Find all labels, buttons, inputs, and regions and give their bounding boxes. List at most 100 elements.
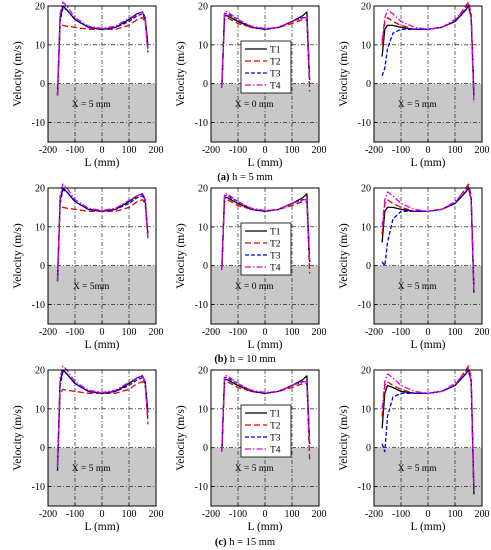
caption-c-letter: (c) xyxy=(215,537,227,548)
caption-c: (c) h = 15 mm xyxy=(215,537,275,548)
y-tick-label: -10 xyxy=(358,300,371,311)
y-axis-title: Velocity (m/s) xyxy=(12,41,24,107)
y-tick-label: -10 xyxy=(32,300,45,311)
x-tick-label: 0 xyxy=(100,145,105,156)
legend-label-t3: T3 xyxy=(270,70,281,80)
y-tick-label: 20 xyxy=(198,184,208,195)
x-tick-label: -100 xyxy=(229,145,247,156)
y-tick-label: 10 xyxy=(361,404,371,415)
legend: T1 T2 T3 T4 xyxy=(240,222,292,276)
region-label: X = 5 mm xyxy=(398,100,437,110)
y-tick-label: -10 xyxy=(32,118,45,129)
y-tick-label: -10 xyxy=(358,118,371,129)
x-axis-title: L (mm) xyxy=(410,157,445,169)
y-tick-label: 10 xyxy=(198,222,208,233)
region-label: X = 5mm xyxy=(73,282,110,292)
region-label: X = 5 mm xyxy=(398,464,437,474)
region-label: X = 5 mm xyxy=(72,100,111,110)
x-tick-label: 200 xyxy=(312,509,327,520)
y-tick-label: 10 xyxy=(35,222,45,233)
y-tick-label: 0 xyxy=(366,443,371,454)
legend-label-t4: T4 xyxy=(270,446,281,456)
x-tick-label: 0 xyxy=(263,327,268,338)
y-tick-label: 10 xyxy=(35,40,45,51)
y-tick-label: 20 xyxy=(198,366,208,377)
x-tick-label: 0 xyxy=(100,327,105,338)
x-tick-label: -200 xyxy=(39,327,57,338)
y-axis-title: Velocity (m/s) xyxy=(12,223,24,289)
x-tick-label: 0 xyxy=(100,509,105,520)
region-label: X = 0 mm xyxy=(235,100,274,110)
region-label: X = 5 mm xyxy=(398,282,437,292)
legend-label-t1: T1 xyxy=(270,228,281,238)
y-axis-title: Velocity (m/s) xyxy=(338,223,350,289)
x-tick-label: 200 xyxy=(312,327,327,338)
x-tick-label: 0 xyxy=(426,145,431,156)
legend-label-t2: T2 xyxy=(270,240,281,250)
x-tick-label: 0 xyxy=(426,509,431,520)
series-line-t1 xyxy=(56,5,149,96)
series-line-t4 xyxy=(381,3,475,104)
legend-label-t2: T2 xyxy=(270,422,281,432)
x-tick-label: 100 xyxy=(122,145,137,156)
series-line-t2 xyxy=(381,1,475,96)
x-tick-label: -200 xyxy=(365,327,383,338)
x-tick-label: -100 xyxy=(392,145,410,156)
y-tick-label: 20 xyxy=(361,366,371,377)
y-axis-title: Velocity (m/s) xyxy=(12,405,24,471)
x-tick-label: -200 xyxy=(202,327,220,338)
legend-label-t4: T4 xyxy=(270,82,281,92)
region-label: X = 5 mm xyxy=(72,464,111,474)
x-tick-label: -100 xyxy=(66,327,84,338)
series-line-t2 xyxy=(381,183,475,290)
y-tick-label: 10 xyxy=(361,40,371,51)
y-tick-label: 0 xyxy=(366,261,371,272)
series-line-t4 xyxy=(381,367,475,491)
series-line-t4 xyxy=(56,1,149,96)
y-tick-label: 20 xyxy=(35,184,45,195)
x-axis-title: L (mm) xyxy=(247,339,282,351)
x-tick-label: 100 xyxy=(285,145,300,156)
y-tick-label: 10 xyxy=(198,404,208,415)
x-tick-label: -100 xyxy=(392,327,410,338)
x-axis-title: L (mm) xyxy=(410,339,445,351)
y-tick-label: 20 xyxy=(361,2,371,13)
figure-captions: (a) h = 5 mm (b) h = 10 mm (c) h = 15 mm xyxy=(214,172,275,548)
legend-box xyxy=(240,404,292,458)
caption-a: (a) h = 5 mm xyxy=(217,172,273,183)
series-line-t4 xyxy=(381,185,475,293)
x-tick-label: -100 xyxy=(229,509,247,520)
series-line-t3 xyxy=(56,189,149,282)
series-line-t3 xyxy=(56,371,149,472)
series-line-t4 xyxy=(221,193,311,270)
series-line-t2 xyxy=(381,365,475,487)
x-tick-label: 0 xyxy=(263,509,268,520)
y-tick-label: -10 xyxy=(195,118,208,129)
x-tick-label: 200 xyxy=(312,145,327,156)
y-tick-label: 10 xyxy=(198,40,208,51)
y-tick-label: -10 xyxy=(195,482,208,493)
caption-b: (b) h = 10 mm xyxy=(214,354,275,365)
legend-label-t1: T1 xyxy=(270,46,281,56)
x-tick-label: 200 xyxy=(475,327,490,338)
y-tick-label: 0 xyxy=(40,443,45,454)
caption-c-text: h = 15 mm xyxy=(227,537,276,548)
x-axis-title: L (mm) xyxy=(84,339,119,351)
series-line-t2 xyxy=(221,381,311,460)
x-tick-label: -200 xyxy=(202,509,220,520)
x-tick-label: -100 xyxy=(66,145,84,156)
x-tick-label: -200 xyxy=(39,509,57,520)
x-tick-label: 200 xyxy=(149,145,164,156)
y-tick-label: -10 xyxy=(195,300,208,311)
caption-a-letter: (a) xyxy=(217,172,230,183)
x-tick-label: -100 xyxy=(229,327,247,338)
y-tick-label: 0 xyxy=(203,443,208,454)
series-line-t4 xyxy=(56,365,149,468)
x-tick-label: 100 xyxy=(448,327,463,338)
region-label: X = 5 mm xyxy=(235,464,274,474)
